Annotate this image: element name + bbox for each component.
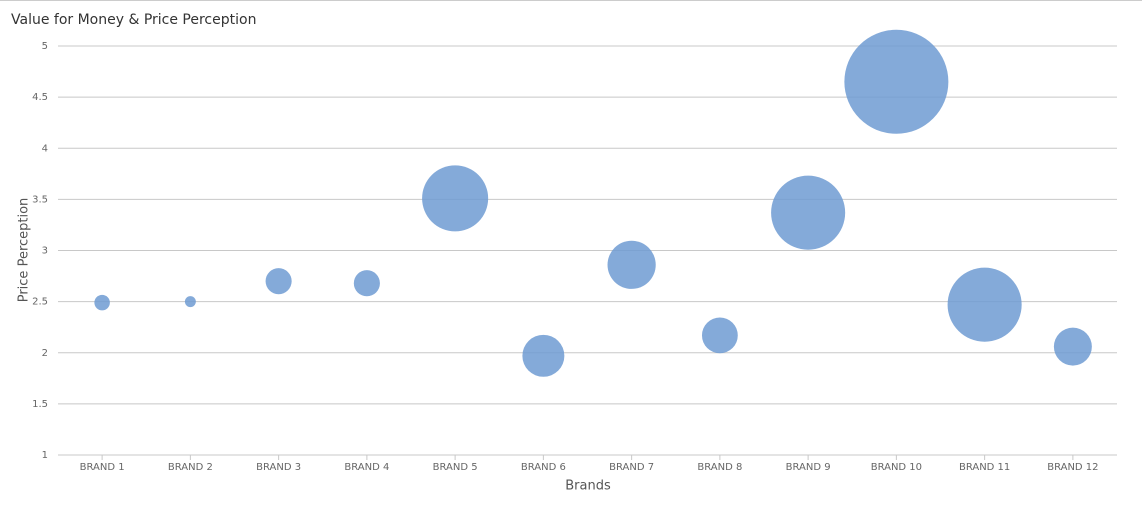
bubble (1053, 327, 1092, 366)
x-tick-label: BRAND 4 (344, 462, 389, 473)
x-tick-label: BRAND 2 (168, 462, 213, 473)
x-tick-label: BRAND 6 (521, 462, 566, 473)
bubble (184, 296, 196, 308)
bubble (94, 294, 110, 311)
y-tick-label: 5 (42, 41, 48, 52)
bubble (265, 268, 292, 295)
x-tick-label: BRAND 3 (256, 462, 301, 473)
bubble (947, 267, 1022, 342)
bubble (607, 240, 656, 289)
y-tick-label: 4.5 (32, 92, 48, 103)
x-tick-label: BRAND 7 (609, 462, 654, 473)
x-tick-label: BRAND 1 (80, 462, 125, 473)
bubble (422, 165, 489, 232)
bubble (844, 29, 949, 134)
x-tick-label: BRAND 5 (433, 462, 478, 473)
x-tick-label: BRAND 8 (697, 462, 742, 473)
y-tick-label: 2 (42, 348, 48, 359)
y-tick-label: 3.5 (32, 194, 48, 205)
bubble (771, 175, 846, 250)
y-axis-label: Price Perception (17, 198, 32, 303)
x-tick-label: BRAND 11 (959, 462, 1010, 473)
bubble (522, 334, 565, 377)
y-tick-label: 1.5 (32, 399, 48, 410)
bubble (701, 317, 738, 354)
x-tick-label: BRAND 10 (871, 462, 922, 473)
x-tick-label: BRAND 12 (1047, 462, 1098, 473)
y-tick-label: 3 (42, 246, 48, 257)
y-tick-label: 2.5 (32, 297, 48, 308)
y-tick-label: 1 (42, 450, 48, 461)
x-axis-label: Brands (565, 479, 611, 494)
y-tick-label: 4 (42, 143, 48, 154)
x-tick-label: BRAND 9 (786, 462, 831, 473)
chart-title: Value for Money & Price Perception (11, 12, 256, 28)
bubble (353, 270, 380, 297)
